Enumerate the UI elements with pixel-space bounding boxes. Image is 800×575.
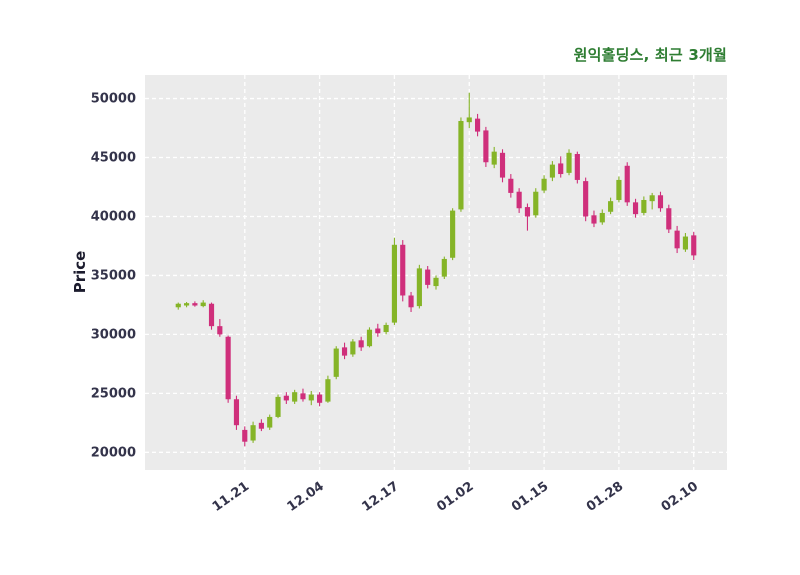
- candle-body: [441, 258, 447, 277]
- candle-body: [666, 208, 672, 230]
- candle-body: [616, 179, 622, 200]
- candle-body: [366, 329, 373, 347]
- candle-body: [283, 395, 289, 401]
- candle-body: [308, 394, 314, 401]
- candle-body: [608, 201, 614, 212]
- candle-body: [624, 165, 630, 203]
- candle-body: [674, 230, 680, 249]
- candle-body: [433, 277, 439, 287]
- y-axis-label: Price: [71, 250, 89, 294]
- candle-body: [466, 117, 472, 123]
- candle-body: [175, 303, 181, 308]
- candle-body: [383, 324, 389, 333]
- candle-body: [574, 154, 580, 180]
- candle-body: [682, 236, 689, 250]
- candle-body: [474, 118, 481, 132]
- y-tick-label: 40000: [91, 209, 136, 224]
- candle-body: [408, 295, 414, 308]
- candle-body: [341, 347, 348, 356]
- y-tick-label: 50000: [91, 92, 136, 107]
- candle-body: [258, 422, 264, 429]
- x-tick-label: 01.15: [509, 479, 551, 515]
- candle-body: [549, 164, 555, 178]
- candle-body: [242, 429, 248, 442]
- candle-body: [200, 302, 206, 307]
- candle-body: [267, 416, 273, 428]
- candle-body: [225, 336, 231, 400]
- candle-body: [458, 120, 464, 210]
- candle-body: [541, 178, 547, 191]
- candle-body: [591, 215, 597, 224]
- candle-body: [691, 235, 697, 256]
- x-tick-label: 12.04: [285, 479, 327, 515]
- candle-body: [583, 181, 589, 217]
- candle-body: [292, 392, 298, 402]
- candle-body: [491, 151, 497, 165]
- candle-body: [483, 130, 489, 163]
- candle-body: [250, 425, 256, 441]
- candle-body: [275, 396, 281, 417]
- candle-body: [233, 399, 240, 426]
- candle-body: [499, 152, 506, 178]
- chart-title: 원익홀딩스, 최근 3개월: [573, 46, 727, 64]
- candle-body: [649, 195, 655, 202]
- candle-body: [400, 244, 406, 296]
- y-tick-label: 30000: [91, 327, 136, 342]
- candle-body: [317, 394, 323, 403]
- candle-body: [558, 163, 564, 175]
- candle-body: [375, 328, 381, 334]
- candle-body: [450, 210, 456, 258]
- candle-body: [425, 269, 431, 285]
- candle-body: [657, 195, 664, 209]
- candle-body: [391, 244, 398, 323]
- candle-body: [183, 303, 190, 306]
- candle-body: [300, 393, 306, 400]
- candle-body: [208, 303, 215, 327]
- x-tick-label: 02.10: [659, 479, 701, 515]
- candle-body: [632, 202, 639, 215]
- candle-body: [516, 191, 522, 209]
- x-tick-label: 12.17: [359, 479, 401, 515]
- y-tick-label: 35000: [91, 268, 136, 283]
- candle-body: [524, 207, 531, 217]
- x-tick-label: 01.02: [434, 479, 476, 515]
- candle-body: [217, 326, 223, 335]
- candle-body: [192, 303, 198, 306]
- x-tick-label: 01.28: [584, 479, 626, 515]
- candle-body: [358, 340, 364, 348]
- candle-body: [641, 199, 647, 213]
- candle-body: [566, 152, 572, 173]
- x-tick-label: 11.21: [210, 479, 252, 515]
- y-tick-label: 20000: [91, 445, 136, 460]
- candle-body: [350, 341, 356, 355]
- plot-background: [145, 75, 727, 470]
- candle-body: [325, 379, 331, 402]
- y-tick-label: 25000: [91, 386, 136, 401]
- candle-body: [333, 348, 339, 377]
- candle-body: [533, 191, 539, 216]
- candle-body: [599, 212, 605, 223]
- candle-body: [508, 178, 514, 193]
- candle-body: [416, 268, 422, 307]
- y-tick-label: 45000: [91, 151, 136, 166]
